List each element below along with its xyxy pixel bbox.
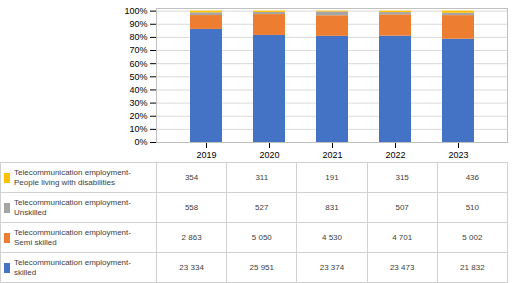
svg-text:60%: 60% — [129, 59, 147, 69]
svg-text:10%: 10% — [129, 124, 147, 134]
html-text:191: 191 — [325, 173, 339, 182]
svg-text:100%: 100% — [124, 6, 147, 16]
html-text:527: 527 — [255, 203, 269, 212]
html-text:311: 311 — [255, 173, 269, 182]
svg-text:2023: 2023 — [448, 150, 468, 160]
html-text:558: 558 — [184, 203, 199, 212]
html-text:Telecommunication employment-: Telecommunication employment- Semi skill… — [14, 228, 131, 247]
html-text:354: 354 — [184, 173, 199, 182]
svg-text:50%: 50% — [129, 72, 147, 82]
html-text:25 951: 25 951 — [249, 263, 274, 272]
svg-text:2022: 2022 — [385, 150, 405, 160]
html-text:831: 831 — [325, 203, 339, 212]
html-text:23 473: 23 473 — [389, 263, 415, 272]
html-text:2 863: 2 863 — [181, 233, 202, 242]
svg-text:2019: 2019 — [196, 150, 216, 160]
html-text:5 002: 5 002 — [462, 233, 483, 242]
html-text:Telecommunication employment-: Telecommunication employment- Unskilled — [14, 198, 131, 217]
html-text:436: 436 — [465, 173, 479, 182]
html-text:23 374: 23 374 — [319, 263, 345, 272]
svg-text:2021: 2021 — [322, 150, 342, 160]
html-text:507: 507 — [395, 203, 409, 212]
svg-text:90%: 90% — [129, 19, 147, 29]
svg-text:0%: 0% — [134, 137, 147, 147]
svg-text:70%: 70% — [129, 45, 147, 55]
svg-text:40%: 40% — [129, 85, 147, 95]
html-text:Telecommunication employment-: Telecommunication employment- People liv… — [14, 168, 131, 187]
html-text:4 530: 4 530 — [322, 233, 342, 242]
html-text:23 334: 23 334 — [179, 263, 204, 272]
svg-text:80%: 80% — [129, 32, 147, 42]
svg-text:2020: 2020 — [259, 150, 279, 160]
svg-text:20%: 20% — [129, 111, 147, 121]
html-text:510: 510 — [465, 203, 479, 212]
html-text:21 832: 21 832 — [460, 263, 485, 272]
html-text:5 050: 5 050 — [251, 233, 272, 242]
html-text:Telecommunication employment-: Telecommunication employment- skilled — [14, 258, 131, 277]
svg-text:30%: 30% — [129, 98, 147, 108]
html-text:315: 315 — [395, 173, 409, 182]
html-text:4 701: 4 701 — [392, 233, 413, 242]
